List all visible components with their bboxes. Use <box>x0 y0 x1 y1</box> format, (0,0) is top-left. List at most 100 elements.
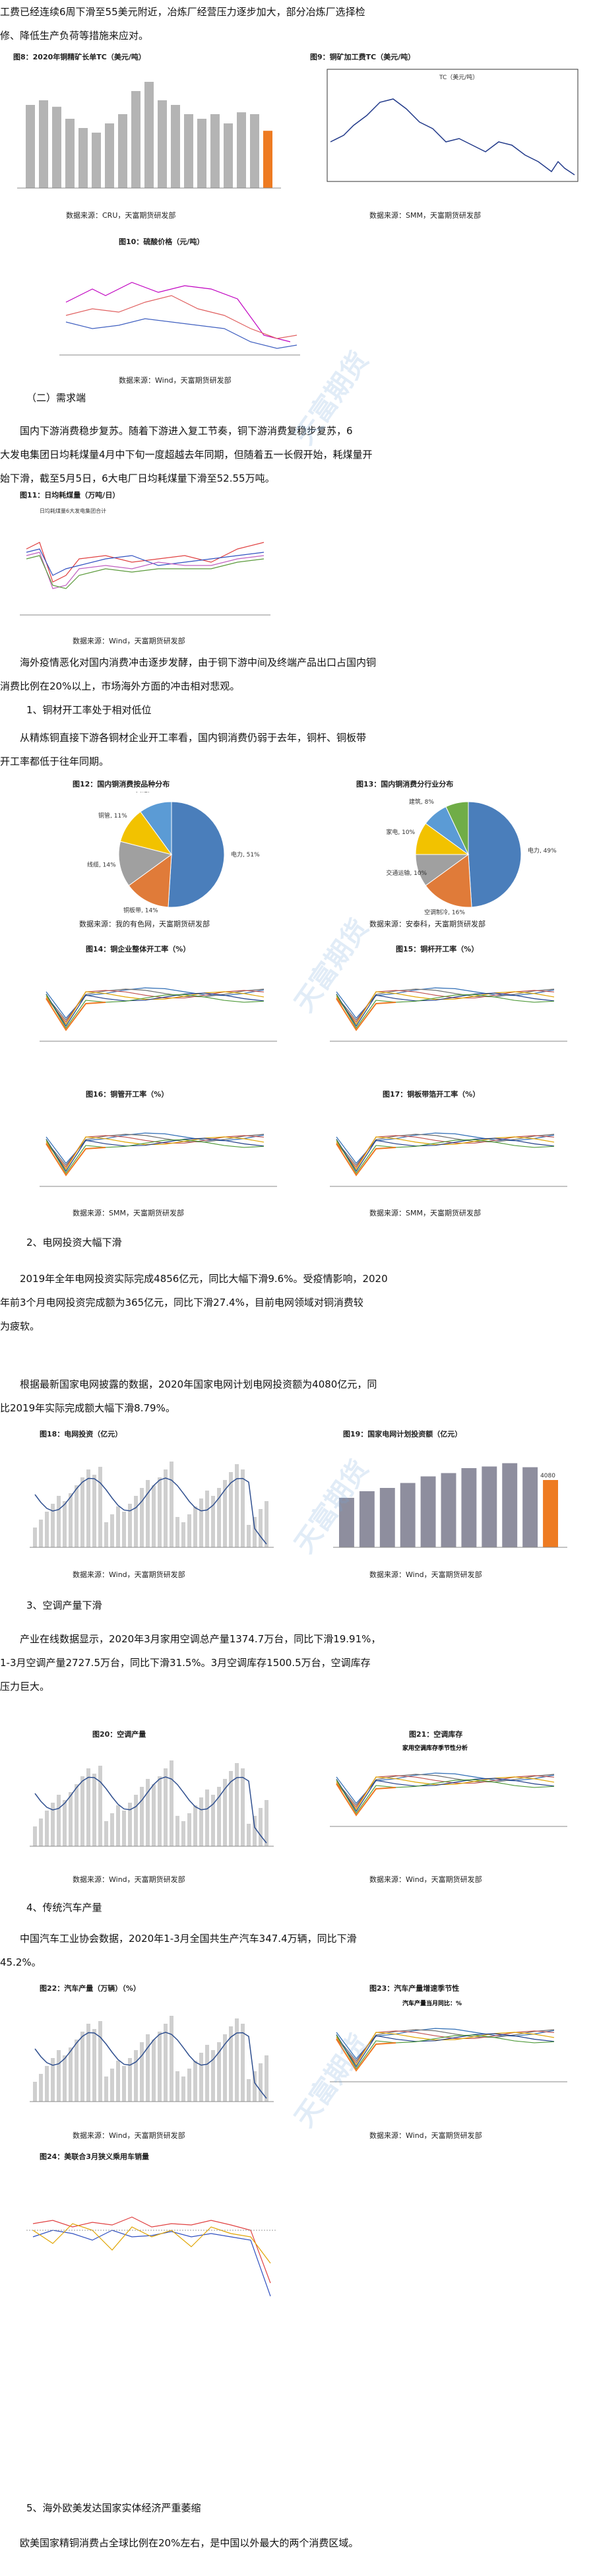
bar <box>69 1493 73 1547</box>
series-line <box>46 992 265 1027</box>
paragraph-3: 海外疫情恶化对国内消费冲击逐步发酵，由于铜下游中间及终端产品出口占国内铜 消费比… <box>0 651 595 698</box>
bar <box>181 2077 185 2102</box>
bar <box>265 2055 268 2102</box>
figure-18-chart <box>30 1462 274 1548</box>
figure-13-source: 数据来源：安泰科，天富期货研发部 <box>369 920 485 928</box>
figure-22-source: 数据来源：Wind，天富期货研发部 <box>73 2131 185 2140</box>
bar <box>263 131 272 188</box>
bar <box>205 2045 209 2102</box>
series-line <box>336 994 555 1029</box>
bar <box>63 1800 67 1846</box>
bar <box>39 1819 43 1846</box>
bar <box>247 1525 251 1547</box>
bar <box>51 1504 55 1547</box>
series-line <box>336 991 555 1025</box>
bar <box>92 2029 96 2102</box>
bar <box>199 2053 203 2102</box>
bar <box>65 119 75 188</box>
series-line <box>336 987 555 1019</box>
bar <box>359 1491 375 1547</box>
bar <box>105 123 114 188</box>
series-line <box>336 998 396 1031</box>
bar <box>33 2082 37 2102</box>
series-line <box>336 1779 555 1815</box>
pie-label: 铜管, 11% <box>98 812 127 820</box>
figure-24-chart <box>26 2216 277 2297</box>
bar <box>78 128 88 188</box>
bar <box>104 1522 108 1547</box>
series-line <box>336 992 555 1027</box>
bar <box>75 2040 78 2102</box>
figure-9-chart: TC（美元/吨） <box>327 69 579 182</box>
bar <box>98 1467 102 1547</box>
text-line: 开工率都低于往年同期。 <box>0 756 110 767</box>
series-line <box>336 1143 396 1176</box>
series-line <box>34 1477 267 1545</box>
figure-22-title: 图22：汽车产量（万辆）（%） <box>40 1984 141 1993</box>
series-line <box>46 998 106 1031</box>
pie-label: 家电, 10% <box>386 828 415 836</box>
bar <box>152 2040 156 2102</box>
figure-20-chart <box>30 1760 274 1847</box>
bar <box>164 1768 168 1846</box>
bar <box>33 1826 37 1846</box>
figure-16-title: 图16：铜管开工率（%） <box>86 1090 169 1099</box>
bar <box>80 2032 84 2102</box>
bar <box>86 1469 90 1547</box>
bar <box>229 1472 233 1547</box>
paragraph-6: 根据最新国家电网披露的数据，2020年国家电网计划电网投资额为4080亿元，同 … <box>0 1372 595 1420</box>
figure-17-chart <box>330 1132 567 1187</box>
paragraph-1: 工费已经连续6周下滑至55美元附近，冶炼厂经营压力逐步加大，部分冶炼厂选择检 修… <box>0 0 595 48</box>
bar <box>181 1522 185 1547</box>
bar <box>158 100 167 188</box>
text-line: 始下滑，截至5月5日，6大电厂日均耗煤量下滑至52.55万吨。 <box>0 472 275 484</box>
figure-19-source: 数据来源：Wind，天富期货研发部 <box>369 1570 482 1579</box>
figure-10-chart <box>53 249 303 368</box>
pie-slice <box>425 854 472 908</box>
bar <box>229 1771 233 1846</box>
pie-slice <box>168 801 225 908</box>
series-line <box>336 2034 555 2070</box>
figure-9-source: 数据来源：SMM，天富期货研发部 <box>369 211 481 220</box>
bar <box>152 1784 156 1846</box>
bar <box>217 1488 221 1547</box>
text-line: 大发电集团日均耗煤量4月中下旬一度超越去年同期，但随着五一长假开始，耗煤量开 <box>0 449 373 461</box>
series-line <box>336 1783 396 1817</box>
bar <box>187 1813 191 1846</box>
text-line: 根据最新国家电网披露的数据，2020年国家电网计划电网投资额为4080亿元，同 <box>20 1378 377 1390</box>
text-line: 国内下游消费稳步复苏。随着下游进入复工节奏，铜下游消费复稳步复苏，6 <box>20 425 353 437</box>
bar <box>63 1501 67 1547</box>
series-line <box>336 2038 396 2072</box>
bar <box>210 114 220 188</box>
bar <box>217 2042 221 2102</box>
bar <box>63 2055 67 2102</box>
bar <box>205 1491 209 1547</box>
series-line <box>336 1134 555 1166</box>
series-line <box>46 1134 265 1166</box>
text-line: 压力巨大。 <box>0 1681 50 1692</box>
bar <box>110 2069 114 2102</box>
bar <box>253 1517 257 1547</box>
series-line <box>336 2028 555 2059</box>
bar <box>45 2066 49 2102</box>
text-line: 消费比例在20%以上，市场海外方面的冲击相对悲观。 <box>0 680 240 692</box>
bar <box>52 106 61 188</box>
pie-slice <box>445 801 469 855</box>
bar <box>175 1816 179 1846</box>
series-line <box>34 1776 267 1844</box>
text-line: 产业在线数据显示，2020年3月家用空调总产量1374.7万台，同比下滑19.9… <box>20 1633 381 1645</box>
heading-item-5: 5、海外欧美发达国家实体经济严重萎缩 <box>26 2502 201 2514</box>
pie-slice <box>140 801 172 856</box>
bar <box>51 1803 55 1846</box>
bar <box>184 114 193 188</box>
figure-8-title: 图8：2020年铜精矿长单TC（美元/吨） <box>13 53 146 61</box>
series-line <box>336 1778 555 1813</box>
bar <box>131 91 141 188</box>
bar <box>543 1480 558 1547</box>
heading-item-2: 2、电网投资大幅下滑 <box>26 1237 122 1248</box>
bar <box>140 2042 144 2102</box>
bar <box>104 1821 108 1846</box>
series-line <box>46 1132 265 1164</box>
bar <box>193 1805 197 1846</box>
bar <box>80 1776 84 1846</box>
